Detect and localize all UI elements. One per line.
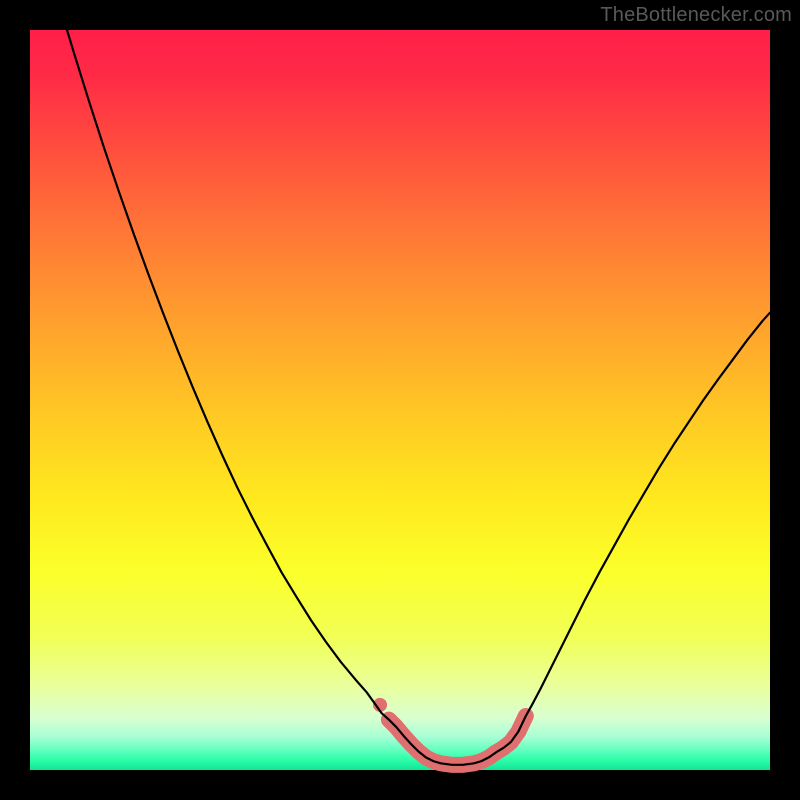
- chart-svg: [0, 0, 800, 800]
- chart-background: [30, 30, 770, 770]
- chart-stage: TheBottlenecker.com: [0, 0, 800, 800]
- watermark-text: TheBottlenecker.com: [600, 4, 792, 27]
